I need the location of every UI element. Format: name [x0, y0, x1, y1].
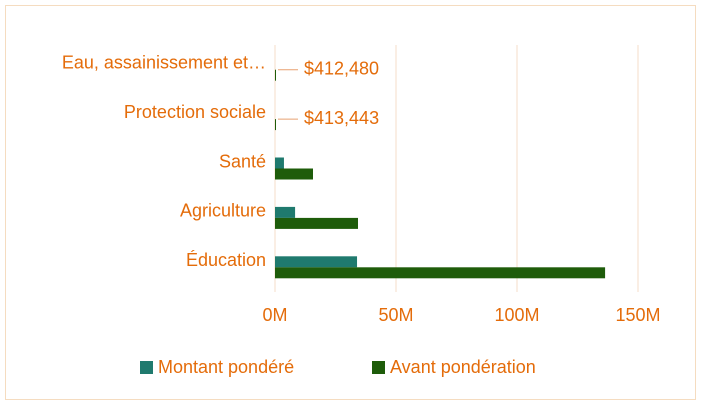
x-tick-label: 100M [494, 305, 539, 325]
bar [275, 267, 606, 279]
chart-frame [5, 5, 696, 400]
data-label: $412,480 [304, 58, 379, 78]
legend-swatch [140, 361, 153, 374]
bar [275, 69, 276, 81]
y-tick-label: Agriculture [180, 201, 266, 221]
bar [275, 168, 313, 180]
bar [275, 206, 296, 218]
legend-label: Montant pondéré [158, 357, 294, 377]
bar [275, 157, 284, 169]
y-tick-label: Éducation [186, 250, 266, 270]
x-tick-label: 0M [262, 305, 287, 325]
bar [275, 119, 277, 131]
bar [275, 256, 358, 268]
legend-label: Avant pondération [390, 357, 536, 377]
bar [275, 217, 359, 229]
y-tick-label: Santé [219, 151, 266, 171]
y-tick-label: Eau, assainissement et… [62, 52, 266, 72]
x-tick-label: 50M [378, 305, 413, 325]
data-label: $413,443 [304, 108, 379, 128]
x-tick-label: 150M [615, 305, 660, 325]
y-tick-label: Protection sociale [124, 102, 266, 122]
legend-swatch [372, 361, 385, 374]
